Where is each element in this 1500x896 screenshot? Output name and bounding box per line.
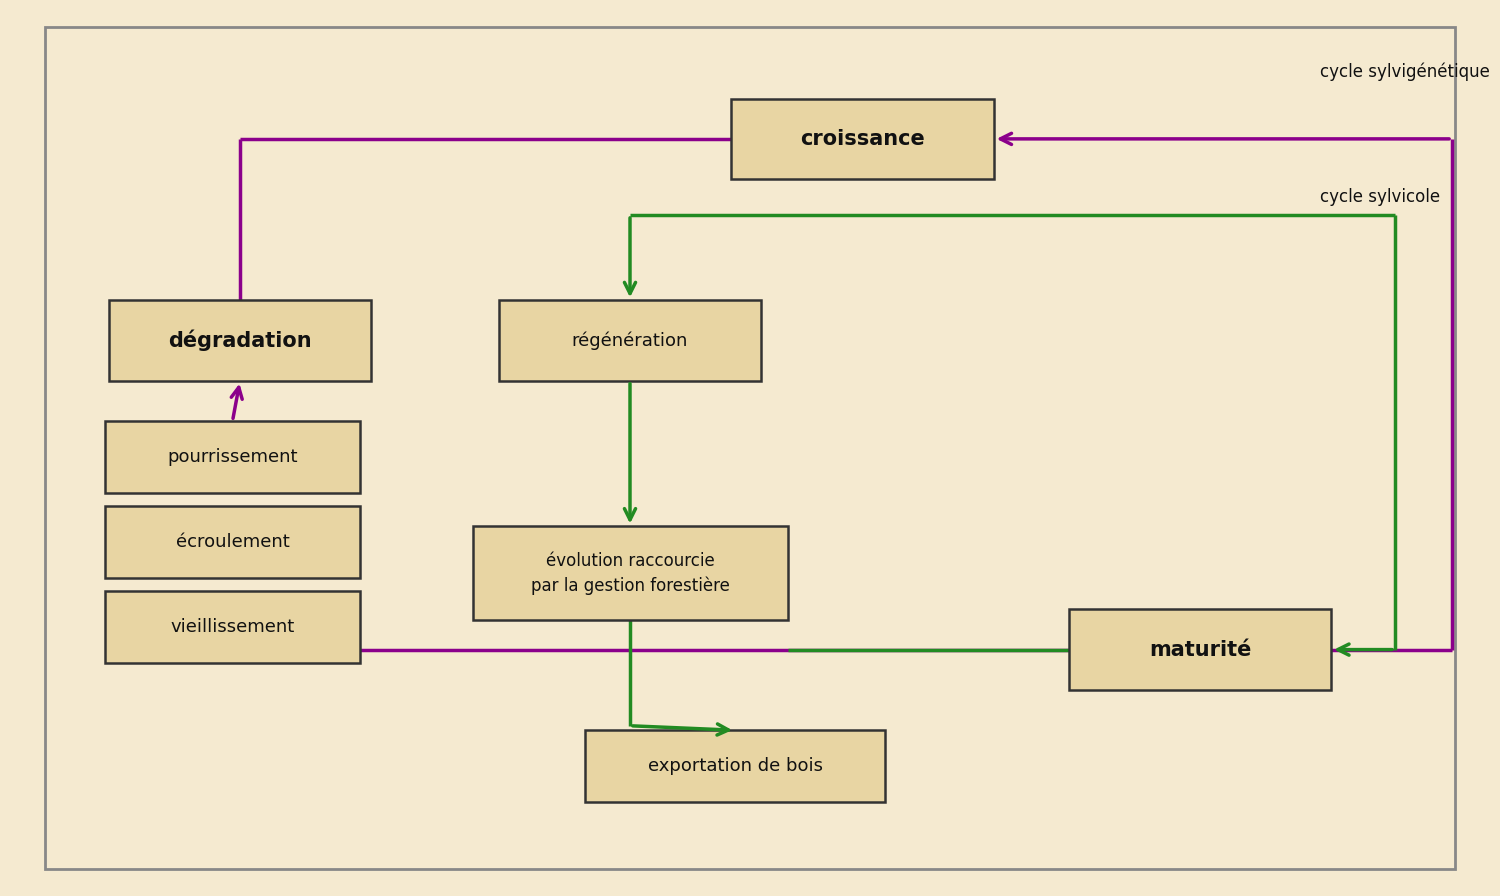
Text: exportation de bois: exportation de bois xyxy=(648,757,822,775)
Text: cycle sylvicole: cycle sylvicole xyxy=(1320,188,1440,206)
Bar xyxy=(730,99,993,179)
Text: vieillissement: vieillissement xyxy=(171,618,294,636)
Text: croissance: croissance xyxy=(800,129,926,149)
Text: régénération: régénération xyxy=(572,332,688,349)
Bar xyxy=(105,591,360,663)
Bar xyxy=(110,300,372,381)
Text: dégradation: dégradation xyxy=(168,330,312,351)
Text: écroulement: écroulement xyxy=(176,533,290,551)
Bar xyxy=(585,730,885,802)
Bar xyxy=(1068,609,1332,690)
Text: maturité: maturité xyxy=(1149,640,1251,659)
Bar xyxy=(498,300,760,381)
Bar xyxy=(105,506,360,578)
Bar xyxy=(105,421,360,493)
Text: cycle sylvigénétique: cycle sylvigénétique xyxy=(1320,63,1490,81)
Text: évolution raccourcie
par la gestion forestière: évolution raccourcie par la gestion fore… xyxy=(531,552,729,595)
Text: pourrissement: pourrissement xyxy=(168,448,297,466)
Bar xyxy=(472,527,788,620)
